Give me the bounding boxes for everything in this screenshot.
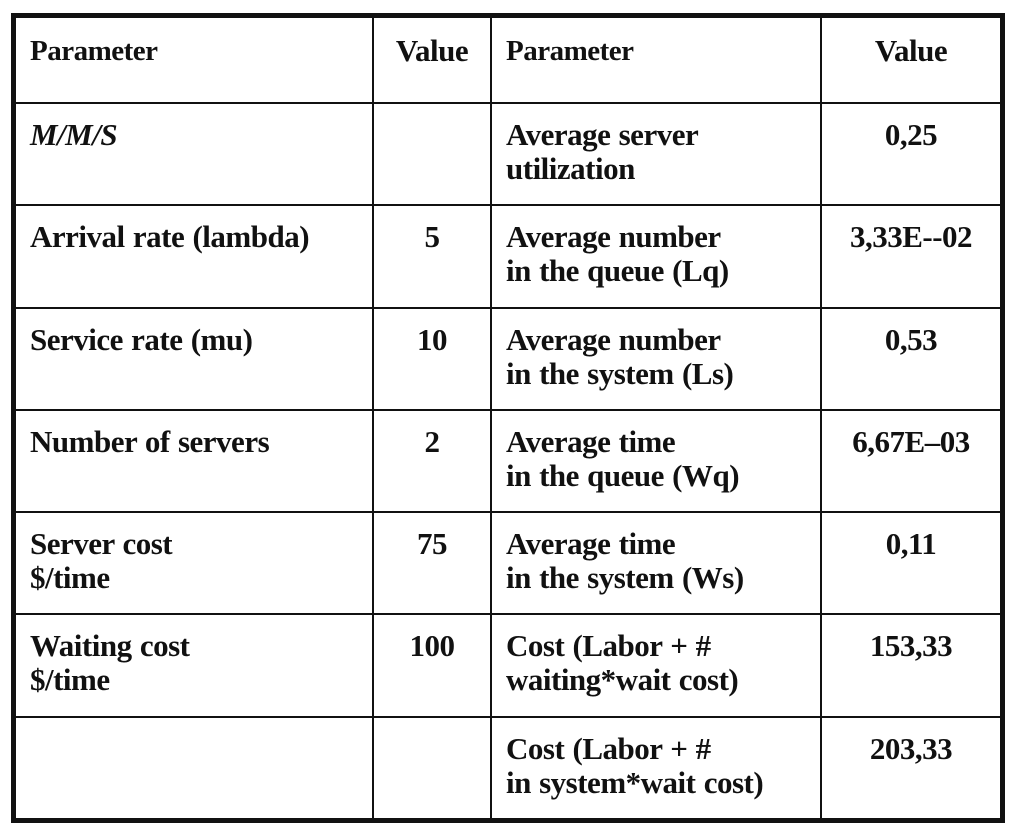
param-cell: Average number in the system (Ls) (490, 306, 822, 411)
table-row: Cost (Labor + # in system*wait cost) 203,… (14, 715, 1002, 821)
param-text: in the queue (Lq) (506, 253, 729, 289)
value-cell: 75 (372, 511, 492, 616)
param-cell: Cost (Labor + # in system*wait cost) (490, 715, 822, 821)
param-text: Average server (506, 117, 699, 152)
param-text: Average number (506, 219, 721, 255)
queue-results-table-frame: Parameter Value Parameter Value M/M/S Av… (11, 13, 1005, 823)
value-cell: 6,67E–03 (820, 408, 1002, 514)
header-right-value: Value (820, 16, 1002, 104)
header-left-value: Value (372, 16, 492, 104)
param-text: Arrival rate (lambda) (30, 219, 310, 255)
param-cell: Server cost $/time (14, 511, 374, 616)
value-cell (372, 715, 492, 821)
param-cell: Waiting cost $/time (14, 613, 374, 718)
param-text: Waiting cost (30, 628, 190, 664)
value-cell (372, 101, 492, 207)
param-cell: Average number in the queue (Lq) (490, 204, 822, 309)
param-cell: Cost (Labor + # waiting*wait cost) (490, 613, 822, 718)
param-text: Average number (506, 321, 721, 357)
param-text: $/time (30, 662, 110, 698)
param-text: $/time (30, 560, 110, 596)
param-cell: Arrival rate (lambda) (14, 204, 374, 309)
param-text: Server cost (30, 526, 173, 562)
param-cell: Average time in the queue (Wq) (490, 408, 822, 514)
table-row: Service rate (mu) 10 Average number in th… (14, 306, 1002, 411)
table-row: Number of servers 2 Average time in the q… (14, 408, 1002, 514)
param-text: in system*wait cost) (506, 764, 764, 800)
param-cell: Average time in the system (Ws) (490, 511, 822, 616)
table-row: Waiting cost $/time 100 Cost (Labor + # wa… (14, 613, 1002, 718)
header-left-parameter: Parameter (14, 16, 374, 104)
value-cell: 203,33 (820, 715, 1002, 821)
param-text: Cost (Labor + # (506, 628, 711, 664)
value-cell: 100 (372, 613, 492, 718)
value-cell: 5 (372, 204, 492, 309)
param-text: waiting*wait cost) (506, 662, 739, 698)
param-text: in the system (Ws) (506, 560, 744, 596)
table-row: Arrival rate (lambda) 5 Average number in… (14, 204, 1002, 309)
param-text: Service rate (mu) (30, 321, 253, 357)
param-cell: M/M/S (14, 101, 374, 207)
param-cell: Number of servers (14, 408, 374, 514)
table-row: M/M/S Average server utilization 0,25 (14, 101, 1002, 207)
table-row: Server cost $/time 75 Average time in the … (14, 511, 1002, 616)
param-text: in the system (Ls) (506, 355, 734, 391)
value-cell: 0,11 (820, 511, 1002, 616)
header-right-parameter: Parameter (490, 16, 822, 104)
header-row: Parameter Value Parameter Value (14, 16, 1002, 104)
param-text: Average time (506, 423, 676, 459)
param-text: Average time (506, 526, 676, 562)
param-text: Cost (Labor + # (506, 730, 711, 766)
param-text: in the queue (Wq) (506, 457, 740, 493)
param-text: M/M/S (30, 117, 118, 152)
value-cell: 2 (372, 408, 492, 514)
param-cell: Service rate (mu) (14, 306, 374, 411)
param-cell: Average server utilization (490, 101, 822, 207)
param-text: Number of servers (30, 423, 270, 459)
value-cell: 153,33 (820, 613, 1002, 718)
value-cell: 3,33E--02 (820, 204, 1002, 309)
value-cell: 0,25 (820, 101, 1002, 207)
param-cell (14, 715, 374, 821)
queue-results-table: Parameter Value Parameter Value M/M/S Av… (14, 16, 1002, 821)
value-cell: 10 (372, 306, 492, 411)
value-cell: 0,53 (820, 306, 1002, 411)
param-text: utilization (506, 151, 635, 186)
